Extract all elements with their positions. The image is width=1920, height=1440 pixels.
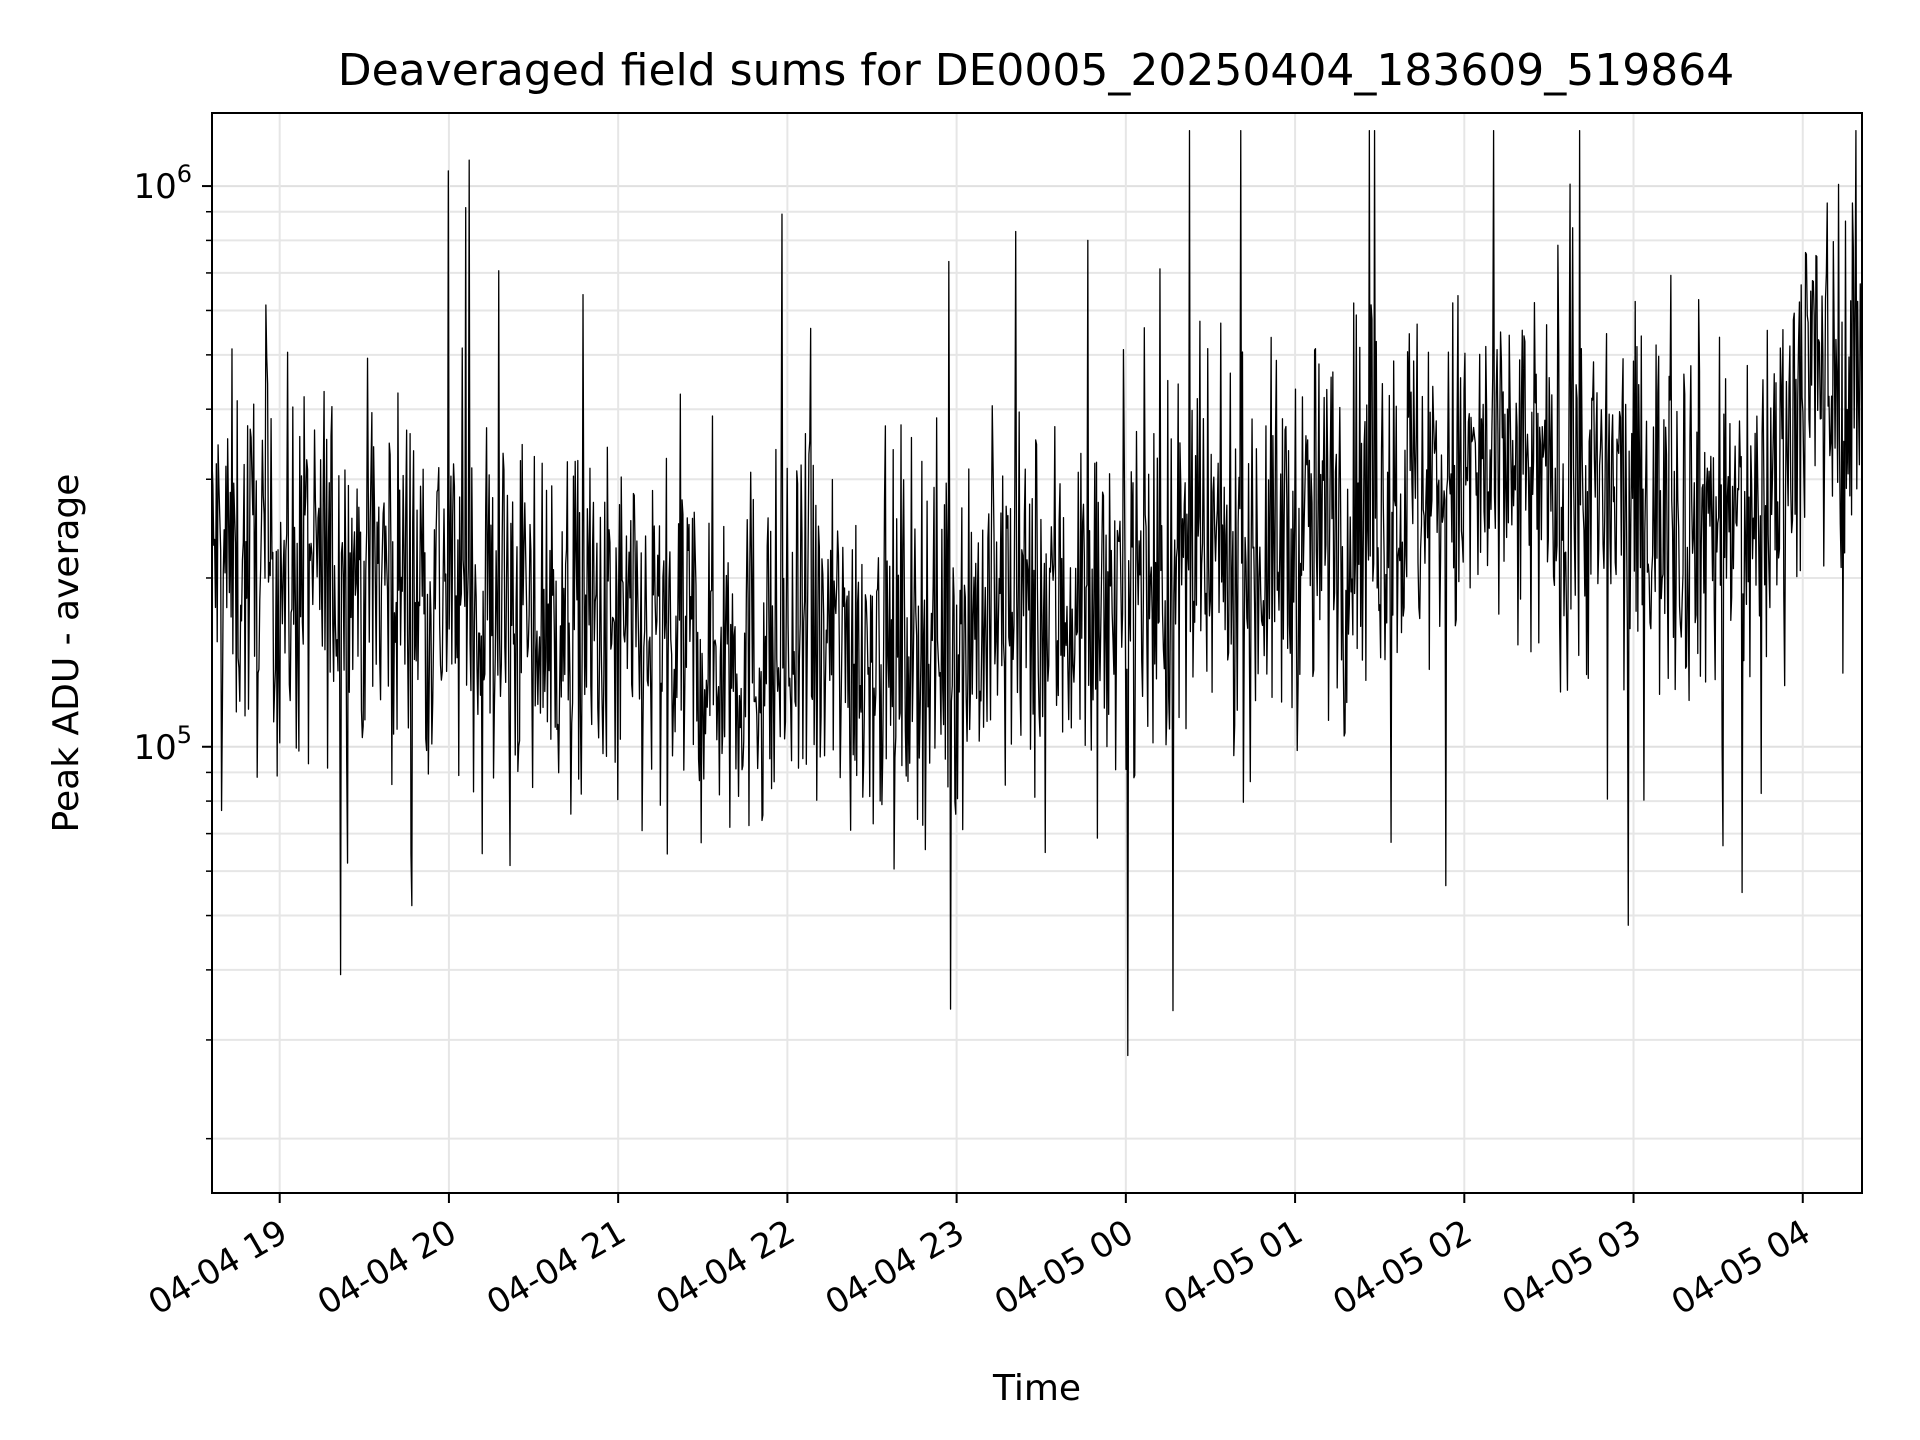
series-path (211, 130, 1863, 1057)
series-line (211, 130, 1863, 1057)
chart-title: Deaveraged field sums for DE0005_2025040… (338, 45, 1735, 96)
y-tick-label: 106 (133, 160, 192, 207)
x-axis-label: Time (992, 1368, 1081, 1409)
y-axis: 105 106 (133, 160, 212, 1140)
y-axis-label: Peak ADU - average (46, 474, 87, 833)
y-tick-label: 105 (133, 721, 192, 768)
plot-frame (211, 112, 1863, 1194)
